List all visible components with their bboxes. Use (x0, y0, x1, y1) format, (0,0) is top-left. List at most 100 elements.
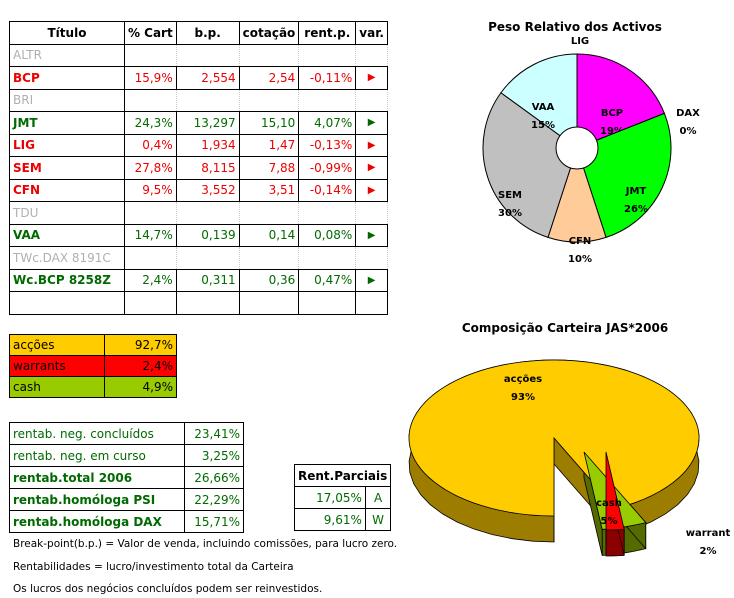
cell-cot: 7,88 (238, 156, 300, 180)
chart-title-composicao: Composição Carteira JAS*2006 (461, 321, 669, 335)
returns-label: rentab. neg. concluídos (9, 422, 185, 445)
returns-value: 15,71% (183, 510, 245, 533)
portfolio-body: ALTR BCP 15,9% 2,554 2,54 -0,11% ▶ BRI JMT 24,3% 1… (9, 43, 388, 315)
cell-bp: 1,934 (175, 133, 240, 157)
partial-mark: A (364, 486, 392, 509)
slice-percent: 10% (568, 254, 592, 265)
variation-arrow-icon[interactable]: ▶ (355, 133, 388, 157)
slice-label: warrant (686, 528, 731, 539)
slice-label: CFN (569, 236, 592, 247)
cell-cart: 15,9% (123, 66, 177, 90)
cell-cart (123, 246, 177, 270)
returns-value: 23,41% (183, 422, 245, 445)
returns-row: rentab.homóloga PSI 22,29% (9, 488, 245, 511)
variation-arrow-icon[interactable]: ▶ (355, 268, 388, 292)
slice-label: cash (596, 498, 622, 509)
portfolio-row: ALTR (9, 43, 388, 67)
cell-rent: -0,11% (298, 66, 357, 90)
cell-ticker: LIG (9, 133, 125, 157)
donut-hole (555, 126, 599, 170)
cell-rent: 0,47% (298, 268, 357, 292)
cell-cart: 2,4% (123, 268, 177, 292)
cell-cart (123, 43, 177, 67)
variation-arrow-icon[interactable] (355, 291, 388, 315)
partial-returns-table: Rent.Parciais 17,05% A 9,61% W (293, 464, 392, 531)
variation-arrow-icon[interactable]: ▶ (355, 178, 388, 202)
pie-slice-sem (482, 92, 578, 239)
cell-bp (175, 88, 240, 112)
slice-percent: 19% (600, 126, 624, 137)
returns-value: 22,29% (183, 488, 245, 511)
partial-mark: W (364, 508, 392, 531)
cell-bp (175, 201, 240, 225)
col-header-bp: b.p. (175, 21, 240, 45)
portfolio-row: TDU (9, 201, 388, 225)
variation-arrow-icon[interactable] (355, 43, 388, 67)
cell-bp (175, 43, 240, 67)
slice-percent: 2% (700, 546, 717, 557)
slice-percent: 5% (601, 516, 618, 527)
partial-value: 17,05% (294, 486, 366, 509)
allocation-row: cash 4,9% (8, 376, 177, 398)
cell-ticker: CFN (9, 178, 125, 202)
slice-label: BCP (601, 108, 623, 119)
variation-arrow-icon[interactable]: ▶ (355, 156, 388, 180)
portfolio-row: LIG 0,4% 1,934 1,47 -0,13% ▶ (9, 133, 388, 157)
returns-table: rentab. neg. concluídos 23,41% rentab. neg… (9, 422, 245, 533)
cell-cart: 27,8% (123, 156, 177, 180)
pie-chart-composicao: acções 93% cash 5% warrant 2% (408, 359, 731, 557)
allocation-table: acções 92,7% warrants 2,4% cash 4,9% (8, 334, 177, 398)
variation-arrow-icon[interactable]: ▶ (355, 66, 388, 90)
returns-label: rentab. neg. em curso (9, 444, 185, 467)
cell-cot: 0,36 (238, 268, 300, 292)
allocation-label: acções (8, 334, 106, 356)
portfolio-row: BRI (9, 88, 388, 112)
cell-rent: 0,08% (298, 223, 357, 247)
cell-cot (238, 291, 300, 315)
note-rentabilidades: Rentabilidades = lucro/investimento tota… (13, 561, 294, 573)
allocation-label: cash (8, 376, 106, 398)
returns-label: rentab.homóloga DAX (9, 510, 185, 533)
returns-row: rentab. neg. em curso 3,25% (9, 444, 245, 467)
cell-ticker: TDU (9, 201, 125, 225)
returns-row: rentab.homóloga DAX 15,71% (9, 510, 245, 533)
cell-rent (298, 291, 357, 315)
returns-label: rentab.total 2006 (9, 466, 185, 489)
cell-cart (123, 88, 177, 112)
returns-label: rentab.homóloga PSI (9, 488, 185, 511)
cell-rent: -0,13% (298, 133, 357, 157)
cell-ticker: JMT (9, 111, 125, 135)
slice-label: LIG (571, 36, 589, 47)
pie-slice-bcp (576, 53, 666, 149)
variation-arrow-icon[interactable]: ▶ (355, 111, 388, 135)
variation-arrow-icon[interactable] (355, 246, 388, 270)
cell-cot: 2,54 (238, 66, 300, 90)
cell-rent: 4,07% (298, 111, 357, 135)
allocation-value: 2,4% (104, 355, 177, 377)
cell-ticker: TWc.DAX 8191C (9, 246, 125, 270)
cell-cart (123, 201, 177, 225)
cell-ticker: SEM (9, 156, 125, 180)
slice-label: VAA (532, 102, 555, 113)
portfolio-row: TWc.DAX 8191C (9, 246, 388, 270)
variation-arrow-icon[interactable] (355, 88, 388, 112)
note-breakpoint: Break-point(b.p.) = Valor de venda, incl… (13, 538, 398, 550)
pie3d-slice-acções (408, 359, 700, 517)
pie3d-slice-warrant (605, 451, 625, 531)
slice-label: JMT (625, 186, 647, 197)
cell-bp: 2,554 (175, 66, 240, 90)
variation-arrow-icon[interactable] (355, 201, 388, 225)
returns-value: 3,25% (183, 444, 245, 467)
returns-value: 26,66% (183, 466, 245, 489)
allocation-row: warrants 2,4% (8, 355, 177, 377)
cell-bp: 8,115 (175, 156, 240, 180)
allocation-row: acções 92,7% (8, 334, 177, 356)
cell-cart (123, 291, 177, 315)
portfolio-row: Wc.BCP 8258Z 2,4% 0,311 0,36 0,47% ▶ (9, 268, 388, 292)
col-header-cart: % Cart (123, 21, 177, 45)
variation-arrow-icon[interactable]: ▶ (355, 223, 388, 247)
cell-bp (175, 291, 240, 315)
portfolio-row: CFN 9,5% 3,552 3,51 -0,14% ▶ (9, 178, 388, 202)
returns-row: rentab. neg. concluídos 23,41% (9, 422, 245, 445)
